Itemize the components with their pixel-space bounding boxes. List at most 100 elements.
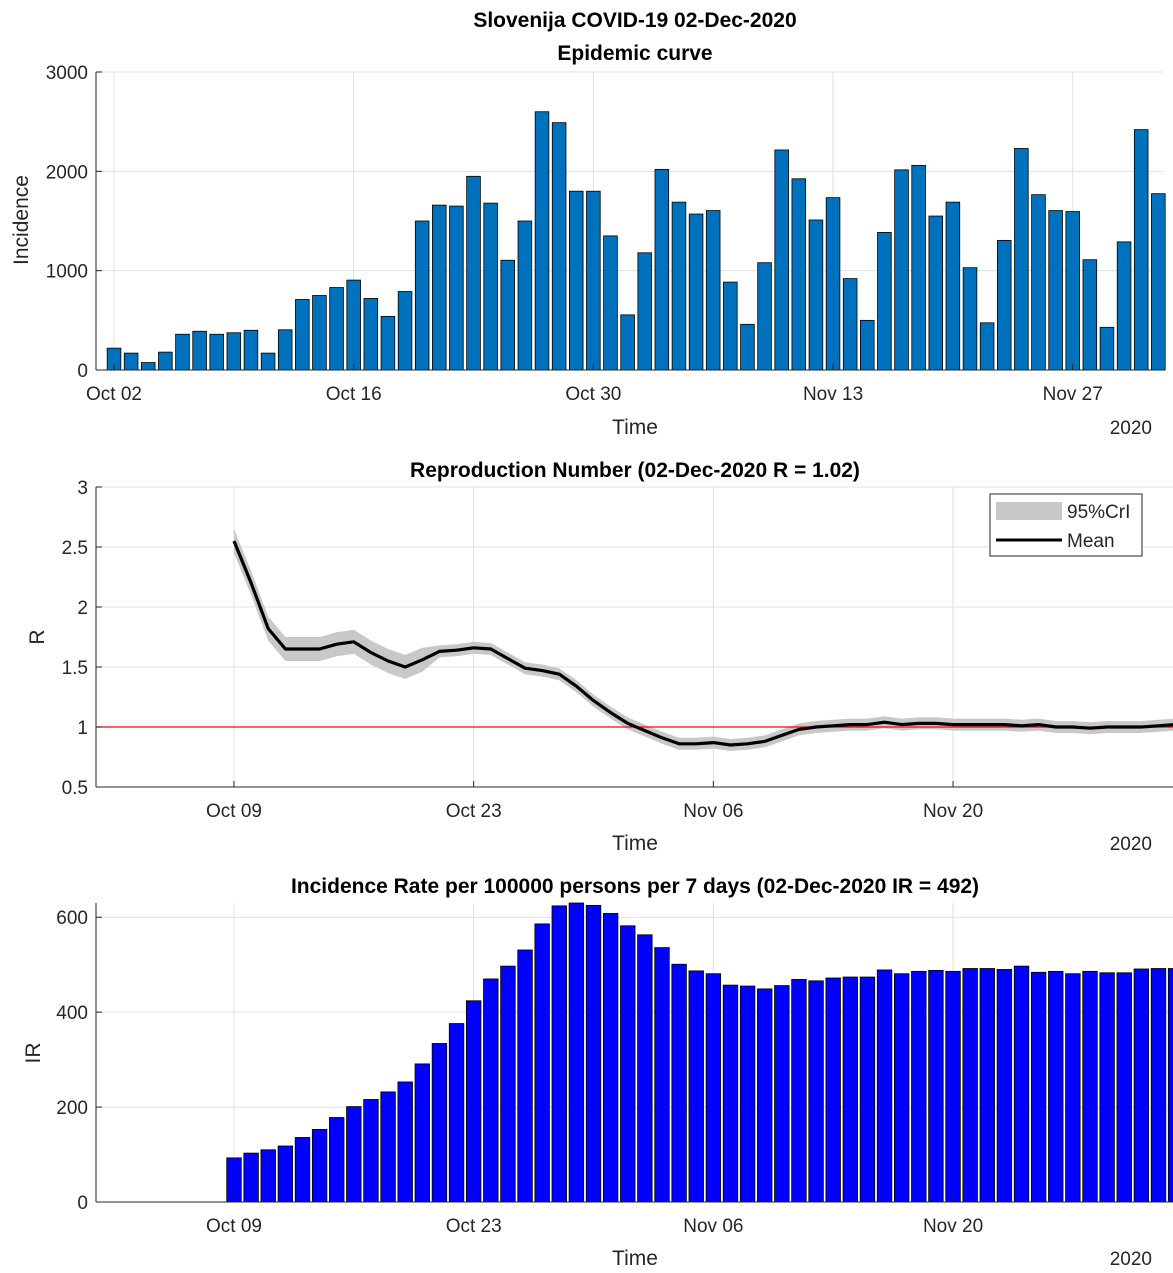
epidemic-bar — [740, 323, 755, 371]
legend-mean-label: Mean — [1067, 531, 1115, 552]
p2-ytick-label-2: 1.5 — [62, 658, 88, 679]
incidence-rate-bar — [825, 977, 841, 1203]
p1-xtick-label-1: Oct 16 — [326, 384, 382, 405]
incidence-rate-x-axis-label: Time — [612, 1247, 658, 1270]
p1-xtick-label-0: Oct 02 — [86, 384, 142, 405]
epidemic-bar — [757, 262, 772, 371]
p2-xtick-label-0: Oct 09 — [206, 801, 262, 822]
epidemic-bar — [911, 164, 926, 371]
epidemic-bar — [1031, 194, 1046, 371]
reproduction-y-axis-label: R — [26, 629, 49, 644]
epidemic-bar — [1065, 211, 1080, 371]
incidence-rate-bar — [397, 1081, 413, 1203]
reproduction-chart-title: Reproduction Number (02-Dec-2020 R = 1.0… — [410, 459, 860, 482]
epidemic-bar — [705, 210, 721, 371]
incidence-rate-bar — [534, 923, 550, 1203]
incidence-rate-bar — [226, 1157, 242, 1203]
incidence-rate-bar — [277, 1145, 294, 1203]
incidence-rate-bar — [705, 973, 722, 1203]
incidence-rate-bar — [483, 978, 499, 1203]
incidence-rate-bar — [894, 973, 910, 1203]
epidemic-bar — [1014, 148, 1029, 371]
incidence-rate-bar — [739, 985, 756, 1203]
incidence-rate-bar — [1099, 972, 1115, 1203]
incidence-rate-bar — [859, 976, 876, 1203]
incidence-rate-bar — [585, 904, 602, 1203]
epidemic-bar — [192, 330, 207, 371]
epidemic-bar — [534, 111, 550, 371]
p1-ytick-label-3: 3000 — [46, 63, 88, 84]
p2-ytick-label-3: 2 — [77, 598, 88, 619]
p2-ytick-label-5: 3 — [77, 478, 88, 499]
p3-xtick-label-2: Nov 06 — [683, 1216, 743, 1237]
epidemic-bar — [1048, 210, 1063, 371]
epidemic-bar — [774, 149, 789, 371]
reproduction-x-axis-label: Time — [612, 832, 658, 855]
incidence-rate-bar — [568, 902, 585, 1203]
p1-xtick-label-2: Oct 30 — [565, 384, 621, 405]
epidemic-bar — [449, 205, 464, 371]
incidence-rate-bar — [945, 970, 961, 1203]
epidemic-bar — [962, 267, 978, 371]
epidemic-bar — [1099, 326, 1115, 371]
incidence-rate-bar — [928, 969, 944, 1203]
legend-crl-swatch — [996, 502, 1062, 520]
p2-xtick-label-1: Oct 23 — [446, 801, 502, 822]
epidemic-chart-title-line1: Slovenija COVID-19 02-Dec-2020 — [473, 9, 796, 32]
epidemic-bar — [568, 190, 584, 371]
epidemic-bar — [791, 178, 807, 371]
epidemic-bar — [226, 332, 242, 371]
incidence-rate-bar — [996, 969, 1013, 1203]
epidemic-bar — [1082, 259, 1098, 371]
epidemic-bar — [329, 287, 344, 371]
incidence-rate-panel: Incidence Rate per 100000 persons per 7 … — [22, 875, 1173, 1270]
epidemic-bar — [414, 220, 430, 371]
epidemic-bar — [158, 351, 173, 371]
epidemic-bar — [243, 329, 259, 371]
epidemic-bar — [140, 362, 156, 371]
epidemic-bar — [825, 197, 841, 371]
incidence-rate-y-axis-label: IR — [22, 1043, 45, 1064]
incidence-rate-bar — [363, 1099, 379, 1203]
mean-r-line — [232, 540, 1173, 747]
incidence-rate-bar — [448, 1023, 465, 1203]
epidemic-bar — [894, 169, 909, 371]
epidemic-bar — [979, 322, 995, 371]
epidemic-bar — [996, 239, 1012, 371]
epidemic-bar — [1133, 129, 1149, 371]
incidence-rate-bar — [654, 947, 670, 1203]
epidemic-bar — [363, 298, 379, 371]
incidence-rate-bar — [774, 985, 790, 1203]
epidemic-bar — [277, 329, 293, 371]
p3-ytick-label-1: 200 — [56, 1098, 88, 1119]
epidemic-bar — [380, 315, 396, 371]
epidemic-bar — [123, 352, 139, 371]
incidence-rate-bar — [346, 1106, 362, 1203]
epidemic-bar — [603, 235, 618, 371]
epidemic-bar — [928, 215, 944, 371]
incidence-rate-bar — [1065, 973, 1081, 1203]
epidemic-bar — [175, 333, 190, 371]
epidemic-bar — [295, 299, 310, 371]
p1-xtick-label-4: Nov 27 — [1043, 384, 1103, 405]
epidemic-bar — [466, 175, 481, 371]
epidemic-x-axis-label: Time — [612, 416, 658, 439]
incidence-rate-bar — [500, 965, 516, 1203]
epidemic-bar — [209, 333, 224, 371]
incidence-rate-bar — [1030, 971, 1047, 1203]
reproduction-number-panel: Reproduction Number (02-Dec-2020 R = 1.0… — [26, 459, 1173, 855]
epidemic-bar — [551, 122, 567, 371]
incidence-rate-bar — [1048, 970, 1064, 1203]
incidence-rate-bar — [329, 1117, 345, 1203]
incidence-rate-bar — [517, 949, 533, 1203]
epidemic-bar — [1151, 193, 1166, 371]
p3-xtick-label-1: Oct 23 — [446, 1216, 502, 1237]
epidemic-bar — [620, 314, 635, 371]
epidemic-bar — [500, 259, 516, 371]
epidemic-bar — [397, 291, 413, 371]
epidemic-bar — [346, 279, 361, 371]
incidence-rate-bar — [602, 913, 619, 1203]
reproduction-year-label: 2020 — [1110, 834, 1152, 855]
epidemic-chart-title-line2: Epidemic curve — [557, 42, 712, 65]
